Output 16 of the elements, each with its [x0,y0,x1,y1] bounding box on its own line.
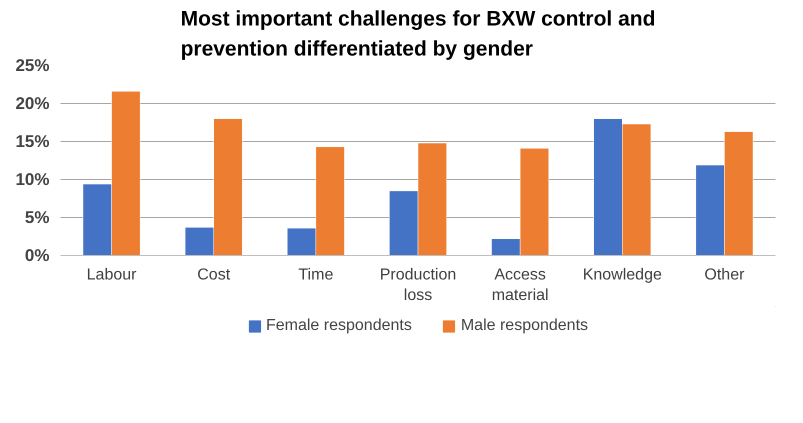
x-tick-label: Labour [86,266,138,284]
x-tick-label: Other [704,266,746,284]
x-tick-label: Production loss [380,266,456,304]
y-tick-label: 5% [24,208,50,227]
legend-label: Male respondents [460,317,588,335]
x-tick-label: Time [298,266,334,284]
y-tick-label: 15% [15,132,50,151]
x-tick-label: Cost [197,266,231,284]
y-tick-label: 20% [15,94,50,113]
chart-title: Most important challenges for BXW control and prevention differentiated by gender [180,8,656,60]
legend-label: Female respondents [266,317,412,335]
x-tick-label: Knowledge [582,266,662,284]
x-tick-label: Access material [492,266,549,304]
y-tick-label: 0% [24,246,50,265]
y-tick-label: 25% [15,56,50,75]
y-tick-label: 10% [15,170,50,189]
